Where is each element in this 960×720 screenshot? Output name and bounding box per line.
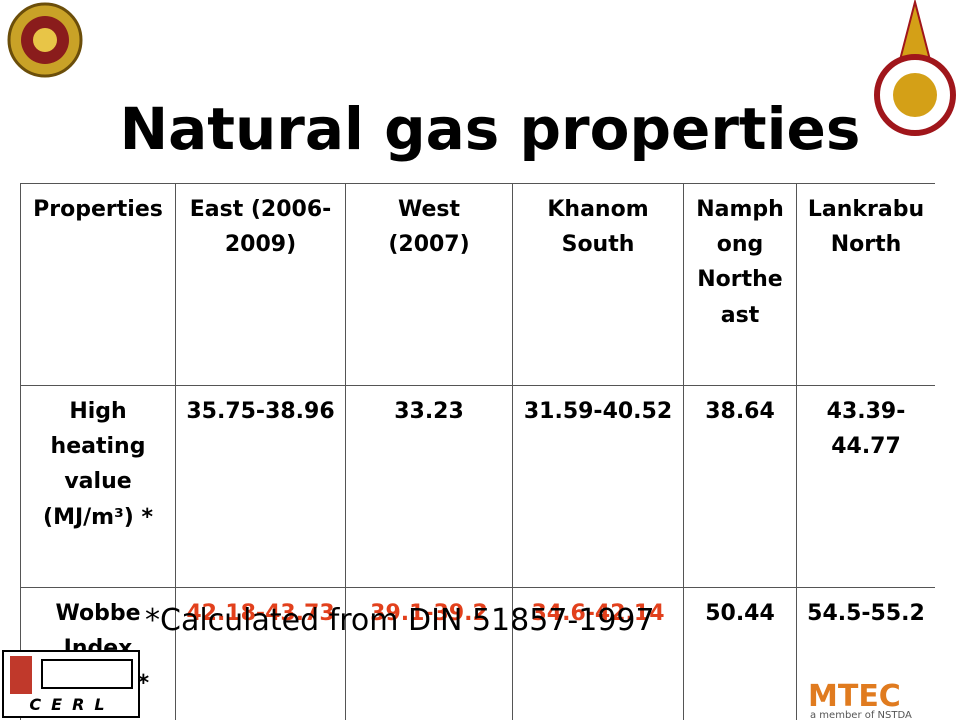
header-row: Properties East (2006-2009) West (2007) … (20, 183, 935, 386)
cell: 42.18-43.73 (175, 587, 346, 720)
logo-text: MTEC (808, 680, 901, 714)
header-cell: Lankrabu North (796, 183, 935, 386)
logo-subtext: a member of NSTDA (810, 710, 912, 720)
cell: 43.39-44.77 (796, 385, 935, 588)
header-cell: Properties (20, 183, 176, 386)
header-cell: Khanom South (512, 183, 684, 386)
table-container: Properties East (2006-2009) West (2007) … (20, 183, 935, 720)
cell: 33.23 (345, 385, 513, 588)
emblem-left (7, 2, 83, 78)
cell: 39.1-39.2 (345, 587, 513, 720)
footnote: *Calculated from DIN 51857-1997 (145, 603, 655, 638)
cell: 50.44 (683, 587, 797, 720)
cell: 38.64 (683, 385, 797, 588)
title: Natural gas properties (119, 95, 861, 163)
row: High heating value (MJ/m³) * 35.75-38.96… (20, 385, 935, 588)
logo-cerl: CERL (2, 650, 140, 718)
cell: 54.5-55.2 (796, 587, 935, 720)
header-cell: Namphong Northeast (683, 183, 797, 386)
row-label: High heating value (MJ/m³) * (20, 385, 176, 588)
logo-text: CERL (29, 695, 114, 714)
header-cell: East (2006-2009) (175, 183, 346, 386)
table: Properties East (2006-2009) West (2007) … (20, 183, 935, 720)
cell: 31.59-40.52 (512, 385, 684, 588)
header-cell: West (2007) (345, 183, 513, 386)
cell: 35.75-38.96 (175, 385, 346, 588)
emblem-right (874, 0, 956, 136)
logo-mtec: MTEC a member of NSTDA (808, 680, 912, 720)
